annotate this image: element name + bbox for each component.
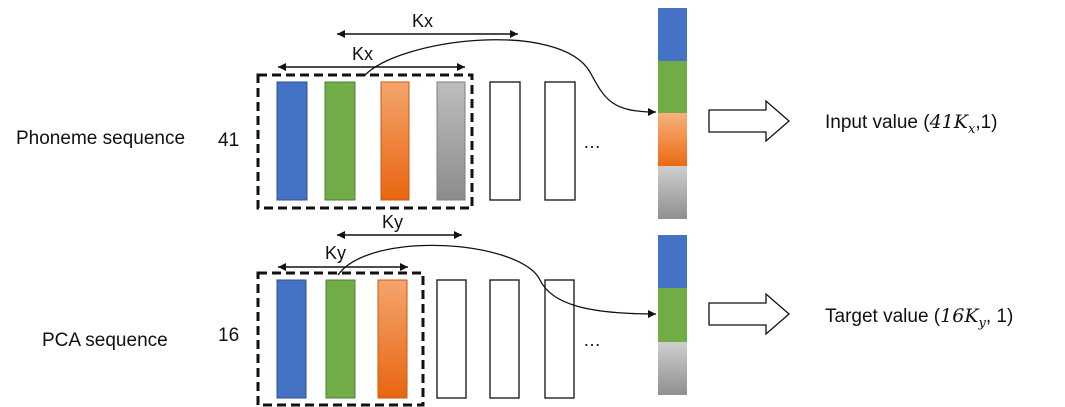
pca-bar-blue xyxy=(276,279,307,399)
pca-bar-orange xyxy=(377,279,408,399)
target-block-arrow xyxy=(708,292,790,336)
pca-count: 16 xyxy=(218,325,239,346)
phoneme-sequence-label: Phoneme sequence xyxy=(16,128,185,149)
target-vector-gray xyxy=(658,342,687,395)
ky-inner-label: Ky xyxy=(325,243,346,263)
phoneme-bar-empty xyxy=(544,81,576,201)
target-value-label: Target value (16Ky, 1) xyxy=(825,305,1013,331)
kx-inner-label: Kx xyxy=(352,44,373,64)
target-vector-green xyxy=(658,288,687,342)
pca-bar-green xyxy=(325,279,356,399)
kx-outer-label: Kx xyxy=(412,11,433,31)
input-vector-orange xyxy=(658,113,687,166)
phoneme-bar-orange xyxy=(380,81,410,201)
phoneme-bar-green xyxy=(324,81,356,201)
input-vector-blue xyxy=(658,8,687,61)
target-vector-blue xyxy=(658,235,687,288)
pca-ellipsis: … xyxy=(583,330,601,350)
pca-bar-empty xyxy=(489,279,520,399)
phoneme-bar-gray xyxy=(436,81,466,201)
pca-window-box xyxy=(256,271,425,407)
pca-flatten-arrow xyxy=(337,244,657,318)
pca-bar-empty xyxy=(544,279,575,399)
phoneme-flatten-arrow xyxy=(363,39,657,116)
ky-outer-label: Ky xyxy=(382,212,403,232)
input-block-arrow xyxy=(708,99,790,143)
phoneme-bar-blue xyxy=(276,81,308,201)
pca-sequence-label: PCA sequence xyxy=(42,330,168,351)
phoneme-count: 41 xyxy=(218,130,239,151)
input-value-label: Input value (41Kx,1) xyxy=(825,111,998,137)
phoneme-ellipsis: … xyxy=(583,132,601,152)
input-vector-gray xyxy=(658,166,687,219)
input-vector-green xyxy=(658,61,687,113)
pca-bar-empty xyxy=(436,279,467,399)
phoneme-bar-empty xyxy=(489,81,521,201)
